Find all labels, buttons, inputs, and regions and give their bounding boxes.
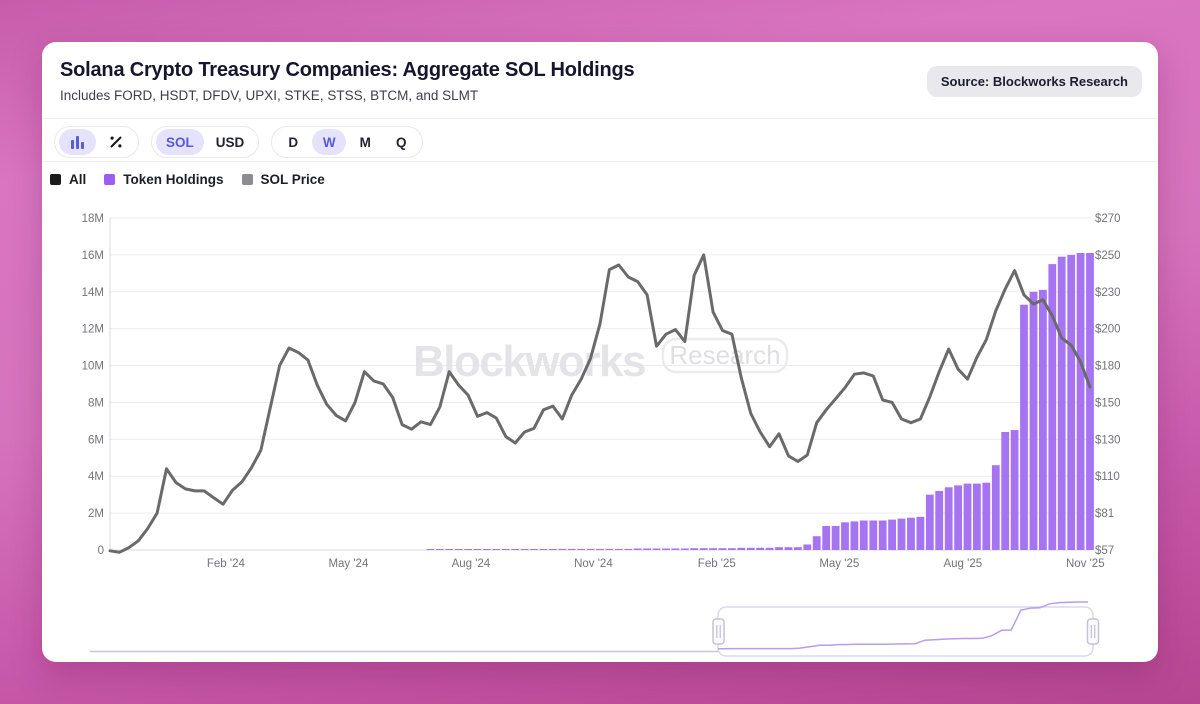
axis-labels: 0 $57 2M $81 4M $110 6M $130 8M $150 10M $180 12M $20…	[82, 213, 1121, 570]
chart-type-bars-button[interactable]	[59, 129, 96, 155]
chart-legend: All Token Holdings SOL Price	[50, 172, 325, 187]
chart-card: Solana Crypto Treasury Companies: Aggreg…	[42, 42, 1158, 662]
left-axis-tick: 14M	[82, 287, 104, 299]
x-axis-tick: Aug '25	[943, 558, 982, 570]
main-chart: Blockworks Research 0 $57 2M $81 4M $110 6M $13…	[82, 213, 1121, 657]
legend-label-all: All	[69, 172, 87, 187]
legend-item-sol-price[interactable]: SOL Price	[241, 172, 325, 187]
price-line[interactable]	[108, 253, 1092, 554]
right-axis-tick: $200	[1095, 324, 1121, 336]
source-badge: Source: Blockworks Research	[926, 66, 1142, 97]
x-axis-tick: Feb '24	[207, 558, 246, 570]
interval-quarter-button[interactable]: Q	[384, 129, 418, 155]
navigator-mini-line	[718, 601, 1088, 650]
interval-week-button[interactable]: W	[312, 129, 347, 155]
legend-label-sol-price: SOL Price	[260, 172, 325, 187]
navigator-handle-right[interactable]	[1086, 618, 1100, 645]
watermark-research: Research	[669, 340, 780, 370]
x-axis-tick: Aug '24	[452, 558, 491, 570]
right-axis-tick: $230	[1095, 287, 1121, 299]
chart-type-toggle	[54, 126, 139, 158]
holdings-bars[interactable]	[426, 253, 1094, 550]
page-title: Solana Crypto Treasury Companies: Aggreg…	[60, 59, 635, 81]
legend-item-all[interactable]: All	[50, 172, 86, 187]
left-axis-tick: 12M	[82, 324, 104, 336]
left-axis-tick: 18M	[82, 213, 104, 225]
legend-label-token-holdings: Token Holdings	[123, 172, 224, 187]
legend-swatch-all	[50, 174, 61, 185]
right-axis-tick: $57	[1095, 545, 1114, 557]
left-axis-tick: 2M	[88, 508, 104, 520]
x-axis-tick: Nov '24	[574, 558, 613, 570]
right-axis-tick: $180	[1095, 361, 1121, 373]
unit-toggle: SOL USD	[151, 126, 260, 158]
legend-item-token-holdings[interactable]: Token Holdings	[104, 172, 224, 187]
right-axis-tick: $110	[1095, 471, 1120, 483]
left-axis-tick: 8M	[88, 397, 104, 409]
bar-chart-icon	[71, 136, 84, 149]
legend-swatch-token-holdings	[104, 174, 116, 185]
interval-day-button[interactable]: D	[276, 129, 310, 155]
header-divider	[42, 118, 1158, 119]
right-axis-tick: $150	[1095, 397, 1121, 409]
interval-month-button[interactable]: M	[348, 129, 382, 155]
navigator[interactable]	[90, 601, 1100, 657]
right-axis-tick: $81	[1095, 508, 1114, 520]
toolbar-divider	[42, 161, 1158, 162]
percent-change-icon	[110, 136, 122, 148]
navigator-handle-left[interactable]	[712, 618, 725, 645]
left-axis-tick: 10M	[82, 361, 104, 373]
right-axis-tick: $270	[1095, 213, 1121, 225]
left-axis-tick: 4M	[88, 471, 104, 483]
interval-toggle: D W M Q	[271, 126, 424, 158]
watermark: Blockworks Research	[413, 337, 789, 386]
x-axis-tick: May '25	[819, 558, 859, 570]
left-axis-tick: 0	[98, 545, 104, 557]
right-axis-tick: $250	[1095, 250, 1121, 262]
x-axis-tick: Nov '25	[1066, 558, 1105, 570]
x-axis-tick: Feb '25	[698, 558, 736, 570]
x-axis-tick: May '24	[328, 558, 369, 570]
watermark-research-pill	[661, 337, 789, 374]
legend-swatch-sol-price	[241, 174, 253, 185]
unit-sol-button[interactable]: SOL	[156, 129, 204, 155]
page-subtitle: Includes FORD, HSDT, DFDV, UPXI, STKE, S…	[60, 88, 479, 103]
toolbar: SOL USD D W M Q	[54, 126, 424, 158]
left-axis-tick: 16M	[82, 250, 104, 262]
right-axis-tick: $130	[1095, 434, 1121, 446]
left-axis-tick: 6M	[88, 434, 104, 446]
chart-type-percent-button[interactable]	[98, 129, 134, 155]
unit-usd-button[interactable]: USD	[206, 129, 255, 155]
